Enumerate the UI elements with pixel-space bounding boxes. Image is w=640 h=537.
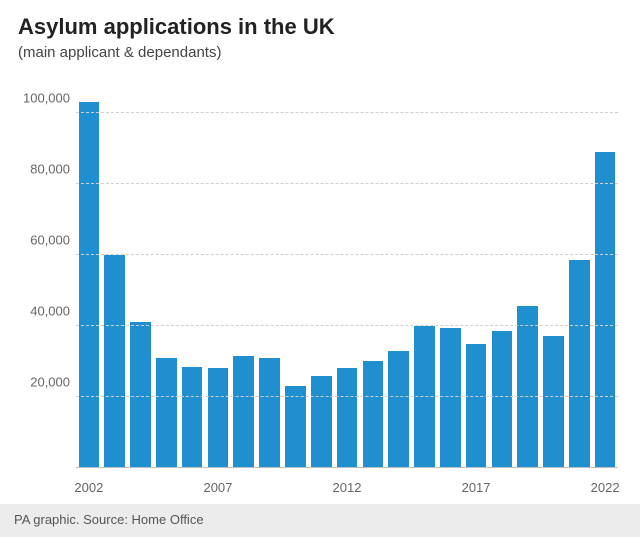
bar-slot [566, 77, 592, 468]
bar [79, 102, 100, 468]
bar [543, 336, 564, 468]
y-tick-label: 20,000 [30, 374, 70, 389]
x-axis-baseline [76, 467, 618, 468]
grid-line [76, 325, 618, 326]
bar [517, 306, 538, 468]
y-tick-label: 60,000 [30, 232, 70, 247]
y-axis-labels: 20,000 40,000 60,000 80,000 100,000 [18, 77, 76, 504]
bar-slot [541, 77, 567, 468]
chart-header: Asylum applications in the UK (main appl… [0, 0, 640, 67]
bar-slot [153, 77, 179, 468]
bar [104, 255, 125, 468]
plot: 20,000 40,000 60,000 80,000 100,000 2002 2007… [18, 77, 622, 504]
y-tick-label: 100,000 [23, 90, 70, 105]
bar [337, 368, 358, 468]
bar-slot [308, 77, 334, 468]
chart-subtitle: (main applicant & dependants) [18, 44, 622, 61]
bar-slot [128, 77, 154, 468]
y-tick-label: 80,000 [30, 161, 70, 176]
x-tick-label: 2002 [74, 480, 103, 495]
bar-slot [489, 77, 515, 468]
bar [208, 368, 229, 468]
chart-area [76, 77, 618, 468]
chart-card: Asylum applications in the UK (main appl… [0, 0, 640, 537]
bar [259, 358, 280, 468]
bars-container [76, 77, 618, 468]
bar-slot [102, 77, 128, 468]
bar [156, 358, 177, 468]
x-tick-label: 2022 [591, 480, 620, 495]
chart-footer: PA graphic. Source: Home Office [0, 504, 640, 537]
x-tick-label: 2017 [462, 480, 491, 495]
bar-slot [515, 77, 541, 468]
x-axis-labels: 2002 2007 2012 2017 2022 [76, 472, 618, 504]
bar-slot [592, 77, 618, 468]
bar-slot [205, 77, 231, 468]
bar [492, 331, 513, 468]
bar-slot [463, 77, 489, 468]
bar [182, 367, 203, 468]
bar [388, 351, 409, 468]
grid-line [76, 112, 618, 113]
grid-line [76, 254, 618, 255]
bar [233, 356, 254, 468]
plot-wrap: 20,000 40,000 60,000 80,000 100,000 2002 2007… [0, 67, 640, 504]
x-tick-label: 2007 [203, 480, 232, 495]
bar [466, 344, 487, 468]
bar-slot [231, 77, 257, 468]
y-tick-label: 40,000 [30, 303, 70, 318]
bar [569, 260, 590, 468]
chart-source: PA graphic. Source: Home Office [14, 512, 204, 527]
bar [285, 386, 306, 468]
grid-line [76, 183, 618, 184]
bar-slot [76, 77, 102, 468]
bar-slot [412, 77, 438, 468]
bar [440, 328, 461, 468]
chart-title: Asylum applications in the UK [18, 14, 622, 40]
bar-slot [334, 77, 360, 468]
bar-slot [437, 77, 463, 468]
bar-slot [283, 77, 309, 468]
bar-slot [386, 77, 412, 468]
bar-slot [179, 77, 205, 468]
bar [595, 152, 616, 468]
bar [311, 376, 332, 468]
grid-line [76, 396, 618, 397]
x-tick-label: 2012 [333, 480, 362, 495]
bar [363, 361, 384, 468]
bar-slot [360, 77, 386, 468]
bar-slot [257, 77, 283, 468]
